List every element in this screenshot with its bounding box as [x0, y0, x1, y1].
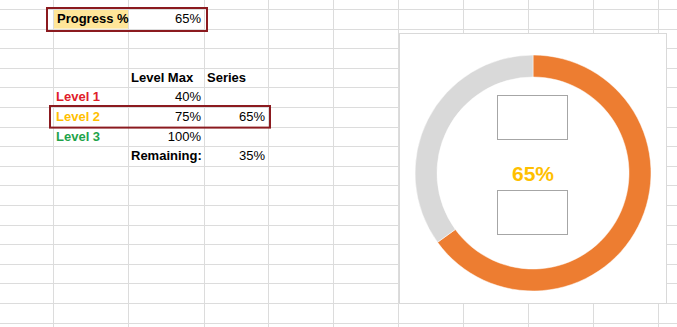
center-label: 65%	[512, 162, 554, 185]
screenshot: Progress % 65% Level Max Series Level 1 40% Le…	[0, 0, 677, 327]
progress-value: 65%	[175, 11, 201, 26]
progress-label: Progress %	[57, 11, 129, 26]
grid-line	[0, 29, 677, 30]
chart: 65%	[400, 34, 667, 304]
grid-line	[333, 0, 334, 327]
grid-line	[0, 323, 677, 324]
header: Series	[207, 70, 246, 85]
grid-line	[268, 0, 269, 327]
header: Level Max	[131, 70, 194, 85]
level-series: 65%	[239, 109, 265, 124]
highlight-box	[50, 106, 270, 128]
slices	[415, 55, 651, 291]
grid-line	[204, 0, 205, 327]
sheet-grid	[0, 0, 677, 327]
level-max: 75%	[175, 109, 201, 124]
text-box	[498, 96, 568, 140]
level-label: Level 3	[56, 129, 100, 144]
chart-area	[400, 34, 667, 304]
sheet-cells: Progress % 65% Level Max Series Level 1 40% Le…	[54, 10, 265, 163]
level-label: Level 2	[56, 109, 100, 124]
text-box	[498, 191, 568, 235]
level-max: 40%	[175, 89, 201, 104]
grid-line	[128, 0, 129, 327]
level-max: 100%	[168, 129, 202, 144]
grid-line	[53, 0, 54, 327]
grid-line	[398, 0, 399, 327]
remaining-value: 35%	[239, 148, 265, 163]
highlight-box	[47, 8, 207, 31]
level-label: Level 1	[56, 89, 100, 104]
page: Progress % 65% Level Max Series Level 1 40% Le…	[0, 0, 677, 327]
remaining-label: Remaining:	[131, 148, 202, 163]
cell-fill	[54, 10, 128, 29]
grid-line	[0, 9, 677, 10]
